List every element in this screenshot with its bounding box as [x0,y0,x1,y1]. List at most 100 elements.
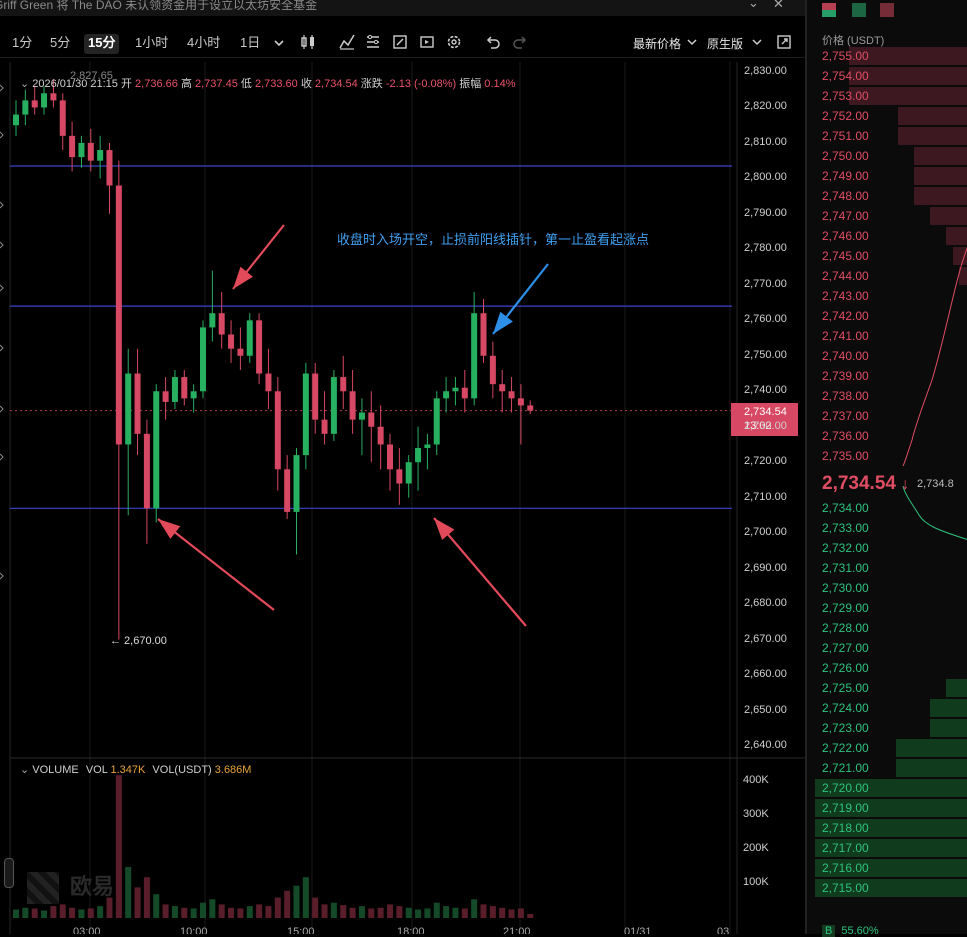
chevron-down-icon[interactable] [270,34,288,52]
ask-row[interactable]: 2,748.00 [807,186,967,206]
candle-body[interactable] [125,373,132,445]
interval-1m[interactable]: 1分 [12,35,33,50]
candle-body[interactable] [190,391,197,399]
volume-bar[interactable] [368,908,375,918]
fullscreen-icon[interactable] [775,33,793,51]
ask-row[interactable]: 2,742.00 [807,306,967,326]
volume-bar[interactable] [480,904,487,918]
volume-bar[interactable] [69,907,76,918]
ask-row[interactable]: 2,747.00 [807,206,967,226]
volume-bar[interactable] [330,902,337,918]
candle-body[interactable] [134,373,141,434]
volume-bar[interactable] [461,908,468,918]
volume-bar[interactable] [200,902,206,918]
candle-body[interactable] [330,377,337,434]
candle-body[interactable] [237,348,244,356]
candle-body[interactable] [443,391,450,399]
left-tool-chevron-icon[interactable] [0,131,4,139]
candle-body[interactable] [424,444,431,449]
candle-body[interactable] [387,444,393,470]
volume-bar[interactable] [499,907,506,918]
volume-bar[interactable] [424,908,431,918]
undo-icon[interactable] [484,33,502,51]
volume-bar[interactable] [396,906,403,918]
volume-bar[interactable] [87,908,94,918]
replay-icon[interactable] [418,33,436,51]
ask-row[interactable]: 2,738.00 [807,386,967,406]
volume-bar[interactable] [415,909,422,919]
bid-row[interactable]: 2,726.00 [807,658,967,678]
volume-bar[interactable] [181,907,188,918]
side-expand-handle[interactable] [4,858,14,888]
candle-body[interactable] [321,419,328,434]
candle-body[interactable] [181,377,188,399]
volume-bar[interactable] [302,877,309,918]
bid-row[interactable]: 2,724.00 [807,698,967,718]
candle-body[interactable] [162,391,169,402]
candle-type-icon[interactable] [299,33,317,51]
bid-row[interactable]: 2,723.00 [807,718,967,738]
candle-body[interactable] [31,100,38,108]
candle-body[interactable] [153,391,160,509]
ask-row[interactable]: 2,739.00 [807,366,967,386]
candle-body[interactable] [274,391,281,470]
bid-row[interactable]: 2,728.00 [807,618,967,638]
candle-body[interactable] [480,313,487,356]
candle-body[interactable] [508,391,515,399]
ask-row[interactable]: 2,754.00 [807,66,967,86]
candle-body[interactable] [302,373,309,456]
candle-body[interactable] [218,313,225,335]
bid-row[interactable]: 2,730.00 [807,578,967,598]
volume-bar[interactable] [256,904,263,918]
volume-bar[interactable] [274,897,281,918]
candle-body[interactable] [78,142,85,158]
volume-bar[interactable] [97,906,104,918]
volume-bar[interactable] [452,907,459,918]
bid-row[interactable]: 2,725.00 [807,678,967,698]
candle-body[interactable] [22,100,29,115]
ask-row[interactable]: 2,743.00 [807,286,967,306]
left-tool-chevron-icon[interactable] [0,241,4,249]
candle-body[interactable] [50,93,57,101]
template-icon[interactable] [364,33,382,51]
collapse-icon[interactable]: ⌄ [748,0,759,10]
ask-row[interactable]: 2,745.00 [807,246,967,266]
left-tool-chevron-icon[interactable] [0,572,4,580]
volume-bar[interactable] [143,877,150,918]
volume-bar[interactable] [209,899,216,918]
volume-bar[interactable] [433,902,440,918]
candle-body[interactable] [527,405,534,411]
candle-body[interactable] [433,398,440,445]
news-ticker-text[interactable]: Griff Green 将 The DAO 未认领资金用于设立以太坊安全基金 [0,0,318,12]
volume-bar[interactable] [13,909,19,919]
volume-bar[interactable] [78,909,85,919]
bid-row[interactable]: 2,722.00 [807,738,967,758]
volume-bar[interactable] [312,897,319,918]
volume-bar[interactable] [134,887,141,918]
volume-bar[interactable] [443,906,450,918]
volume-bar[interactable] [228,907,235,918]
volume-bar[interactable] [489,906,496,918]
volume-bar[interactable] [190,908,197,918]
candle-body[interactable] [143,433,150,509]
volume-bar[interactable] [349,907,356,918]
volume-bar[interactable] [115,775,122,918]
settings-icon[interactable] [445,33,463,51]
candle-body[interactable] [349,391,356,420]
orderbook-asks-view-icon[interactable] [880,3,894,17]
ask-row[interactable]: 2,751.00 [807,126,967,146]
candle-body[interactable] [200,327,206,392]
bid-row[interactable]: 2,734.00 [807,498,967,518]
candle-body[interactable] [461,387,468,399]
volume-bar[interactable] [358,906,365,918]
ask-row[interactable]: 2,735.00 [807,446,967,466]
volume-bar[interactable] [265,906,272,918]
ask-row[interactable]: 2,750.00 [807,146,967,166]
left-tool-chevron-icon[interactable] [0,201,4,209]
candle-body[interactable] [87,142,94,161]
volume-bar[interactable] [22,907,29,918]
ask-row[interactable]: 2,752.00 [807,106,967,126]
bid-row[interactable]: 2,719.00 [807,798,967,818]
volume-bar[interactable] [387,904,393,918]
volume-bar[interactable] [106,897,113,918]
